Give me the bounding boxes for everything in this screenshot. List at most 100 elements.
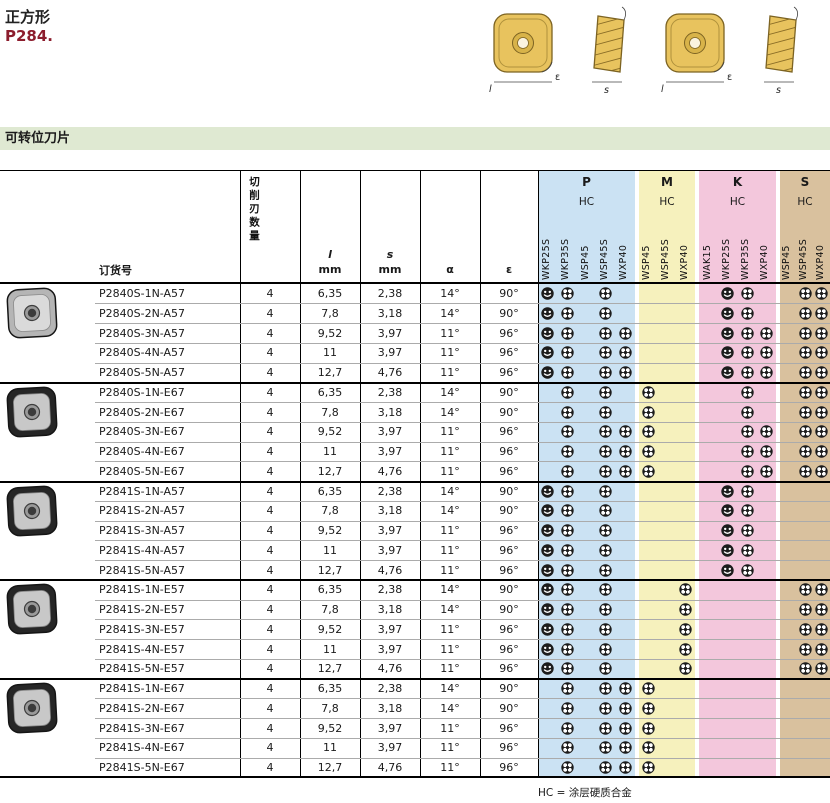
edge-count-value: 4 — [266, 583, 274, 597]
angle-epsilon-value: 90° — [499, 484, 519, 498]
edge-count-value: 4 — [266, 622, 274, 636]
availability-icon — [815, 307, 828, 320]
angle-epsilon-value: 96° — [499, 366, 519, 380]
table-row: P2841S-4N-E57 4 11 3,97 11° 96° — [0, 640, 830, 660]
availability-icon — [642, 702, 655, 715]
availability-icon — [560, 484, 574, 498]
availability-icon — [642, 425, 655, 439]
coating-label-K: HC — [729, 196, 746, 208]
availability-icon — [560, 346, 574, 359]
availability-icon — [619, 326, 632, 340]
table-row: P2840S-5N-A57 4 12,7 4,76 11° 96° — [0, 363, 830, 383]
table-row: P2841S-5N-E67 4 12,7 4,76 11° 96° — [0, 758, 830, 778]
first-choice-icon — [541, 642, 554, 656]
grade-band-P — [538, 170, 635, 778]
dim-s-value: 3,18 — [377, 504, 403, 518]
table-grid-line — [95, 323, 830, 325]
availability-icon — [798, 603, 812, 616]
angle-alpha-value: 14° — [440, 682, 460, 696]
table-row: P2841S-4N-A57 4 11 3,97 11° 96° — [0, 541, 830, 561]
table-grid-line — [95, 757, 830, 759]
table-grid-line — [538, 170, 539, 778]
availability-icon — [599, 346, 613, 359]
availability-icon — [740, 326, 754, 340]
order-number: P2841S-3N-E67 — [99, 721, 185, 735]
availability-icon — [642, 722, 655, 735]
first-choice-icon — [721, 563, 735, 577]
availability-icon — [560, 583, 574, 597]
availability-icon — [815, 326, 828, 340]
grade-group-label-P: P — [582, 175, 591, 189]
dim-l-value: 9,52 — [317, 425, 343, 439]
availability-icon — [642, 761, 655, 774]
dim-s-value: 3,97 — [377, 326, 403, 340]
table-grid-line — [0, 480, 830, 483]
availability-icon — [599, 504, 613, 518]
dim-label-s: s — [604, 85, 609, 96]
insert-photo — [3, 286, 61, 340]
availability-icon — [642, 682, 655, 695]
availability-icon — [740, 465, 754, 478]
column-header-order-no: 订货号 — [99, 264, 132, 277]
table-grid-line — [0, 381, 830, 384]
table-grid-line — [95, 402, 830, 404]
dim-s-value: 3,97 — [377, 445, 403, 459]
availability-icon — [642, 465, 655, 478]
angle-alpha-value: 14° — [440, 287, 460, 300]
order-number: P2840S-1N-E67 — [99, 385, 185, 399]
order-number: P2841S-4N-E67 — [99, 741, 185, 755]
availability-icon — [599, 465, 613, 478]
first-choice-icon — [541, 524, 554, 537]
availability-icon — [599, 386, 613, 399]
dim-l-value: 7,8 — [321, 504, 339, 518]
insert-photo — [3, 484, 61, 538]
angle-alpha-value: 11° — [440, 622, 460, 636]
first-choice-icon — [541, 662, 554, 676]
availability-icon — [798, 386, 812, 399]
availability-icon — [560, 544, 574, 557]
edge-count-value: 4 — [266, 504, 274, 518]
availability-icon — [599, 425, 613, 439]
table-row: P2841S-4N-E67 4 11 3,97 11° 96° — [0, 738, 830, 758]
table-grid-line — [95, 698, 830, 700]
availability-icon — [815, 642, 828, 656]
angle-alpha-value: 14° — [440, 405, 460, 419]
grade-group-label-S: S — [800, 175, 810, 189]
availability-icon — [560, 524, 574, 537]
availability-icon — [642, 741, 655, 755]
angle-alpha-value: 11° — [440, 721, 460, 735]
dim-label-s: s — [776, 85, 781, 96]
first-choice-icon — [721, 366, 735, 379]
table-row: P2840S-3N-A57 4 9,52 3,97 11° 96° — [0, 324, 830, 344]
order-number: P2841S-1N-E67 — [99, 682, 185, 696]
dim-s-value: 3,97 — [377, 524, 403, 538]
availability-icon — [815, 465, 828, 478]
order-number: P2841S-3N-E57 — [99, 622, 185, 636]
availability-icon — [740, 563, 754, 577]
availability-icon — [560, 682, 574, 695]
first-choice-icon — [721, 326, 735, 340]
table-grid-line — [95, 520, 830, 522]
availability-icon — [599, 741, 613, 755]
edge-count-value: 4 — [266, 563, 274, 577]
first-choice-icon — [541, 504, 554, 518]
dim-l-value: 12,7 — [317, 366, 343, 380]
availability-icon — [815, 583, 828, 597]
first-choice-icon — [721, 307, 735, 320]
angle-alpha-value: 11° — [440, 642, 460, 656]
availability-icon — [619, 741, 632, 755]
first-choice-icon — [541, 484, 554, 498]
angle-epsilon-value: 90° — [499, 405, 519, 419]
angle-alpha-value: 11° — [440, 445, 460, 459]
availability-icon — [740, 346, 754, 359]
order-number: P2840S-5N-A57 — [99, 366, 186, 380]
edge-count-value: 4 — [266, 306, 274, 320]
availability-icon — [619, 465, 632, 478]
angle-epsilon-value: 96° — [499, 524, 519, 538]
table-grid-line — [95, 639, 830, 641]
edge-count-value: 4 — [266, 662, 274, 676]
table-row: P2840S-4N-A57 4 11 3,97 11° 96° — [0, 343, 830, 363]
availability-icon — [679, 642, 692, 656]
first-choice-icon — [541, 287, 554, 300]
table-grid-line — [420, 170, 421, 778]
